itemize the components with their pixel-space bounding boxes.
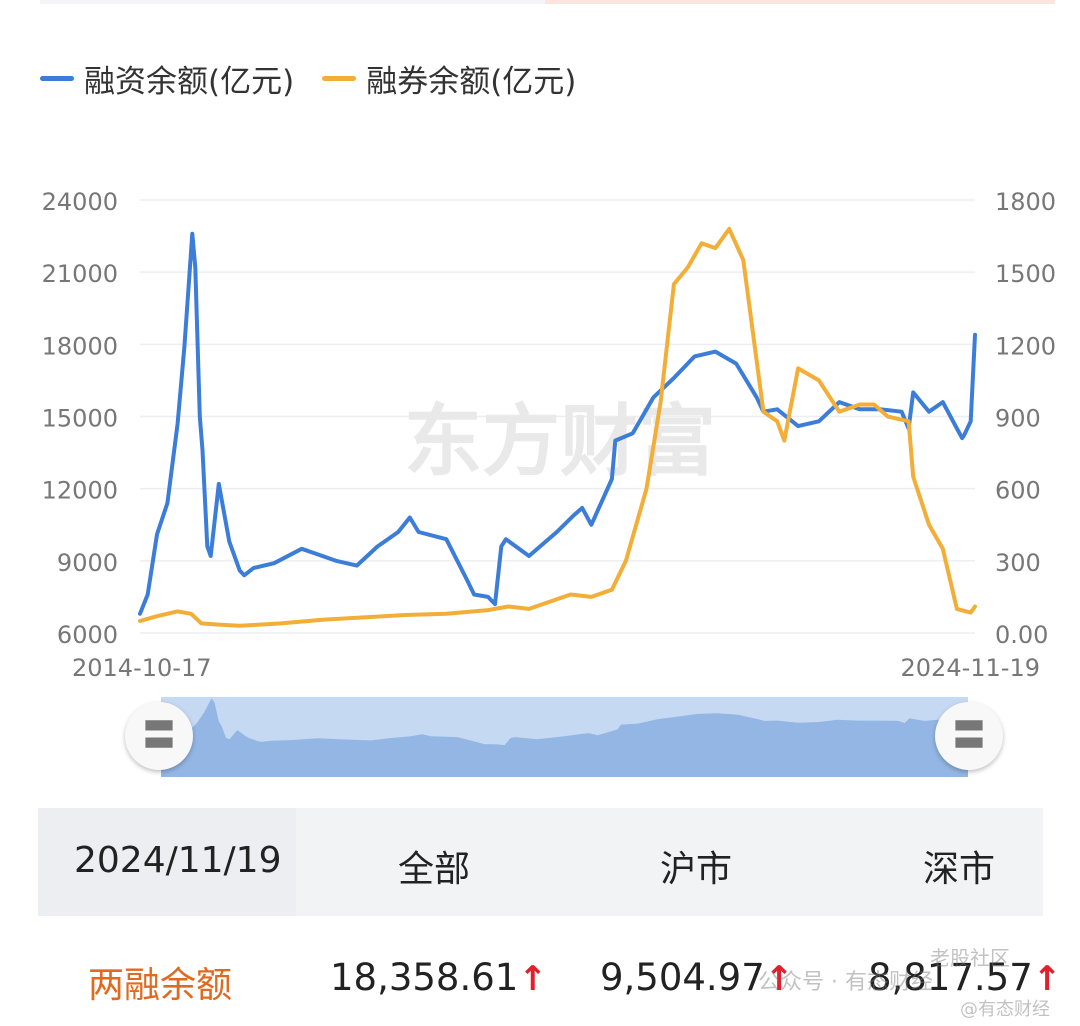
- legend-label-short-selling: 融券余额(亿元): [366, 63, 577, 100]
- y-tick-label-right: 1200: [995, 332, 1056, 360]
- y-tick-label-right: 1800: [995, 188, 1056, 216]
- y-tick-label-left: 24000: [42, 188, 118, 216]
- y-tick-label-left: 12000: [42, 477, 118, 505]
- header-all[interactable]: 全部: [398, 849, 471, 890]
- y-tick-label-left: 21000: [42, 260, 118, 288]
- series-line-margin-financing: [138, 231, 977, 616]
- top-strip-accent: [545, 0, 1055, 4]
- up-arrow-icon: ↑: [518, 959, 547, 999]
- y-tick-label-left: 6000: [57, 621, 118, 649]
- y-tick-label-right: 300: [995, 549, 1041, 577]
- slider-overview: [161, 698, 969, 777]
- up-arrow-icon: ↑: [764, 959, 794, 999]
- table-date: 2024/11/19: [74, 840, 282, 881]
- wechat-watermark: 公众号 · 有态财经: [758, 970, 933, 995]
- legend-line-short-selling: [322, 75, 357, 81]
- x-tick-label-start: 2014-10-17: [72, 654, 211, 682]
- y-tick-label-right: 600: [995, 477, 1041, 505]
- y-tick-label-right: 1500: [995, 260, 1056, 288]
- table-header-row: 2024/11/19 全部 沪市 深市: [38, 808, 1043, 916]
- value-all-text: 18,358.61: [330, 956, 519, 999]
- header-shenzhen[interactable]: 深市: [923, 849, 996, 890]
- community-watermark: 老股社区: [930, 946, 1010, 970]
- grip-lines-icon: 〓: [142, 716, 176, 756]
- x-tick-label-end: 2024-11-19: [901, 654, 1040, 682]
- slider-left-handle[interactable]: 〓: [125, 702, 193, 770]
- watermark-text: 东方财富: [404, 397, 716, 487]
- legend-label-margin-financing: 融资余额(亿元): [84, 63, 295, 100]
- y-tick-label-left: 9000: [57, 549, 118, 577]
- row-label-margin-balance: 两融余额: [88, 965, 233, 1006]
- range-slider[interactable]: 〓 〓: [125, 697, 1005, 777]
- legend-item-short-selling[interactable]: 融券余额(亿元): [322, 56, 576, 101]
- margin-balance-chart[interactable]: 24000 1800 21000 1500 18000 1200 15000 900 12000…: [0, 150, 1080, 690]
- margin-summary-table: 2024/11/19 全部 沪市 深市 两融余额 18,358.61↑ 9,50…: [38, 808, 1061, 1026]
- y-tick-label-right: 0.00: [995, 621, 1048, 649]
- up-arrow-icon: ↑: [1032, 959, 1062, 999]
- slider-right-handle[interactable]: 〓: [935, 702, 1003, 770]
- top-strip: [40, 0, 1040, 4]
- value-shenzhen: 8,817.57↑: [868, 956, 1061, 999]
- legend-item-margin-financing[interactable]: 融资余额(亿元): [40, 56, 294, 101]
- value-shenzhen-text: 8,817.57: [868, 956, 1033, 999]
- overview-area: [161, 698, 969, 777]
- handle-watermark: @有态财经: [960, 999, 1050, 1020]
- value-all: 18,358.61↑: [330, 956, 547, 999]
- chart-legend: 融资余额(亿元) 融券余额(亿元): [40, 56, 604, 100]
- table-row: 两融余额 18,358.61↑ 9,504.97↑ 8,817.57↑: [38, 916, 1061, 1026]
- grip-lines-icon: 〓: [952, 716, 986, 756]
- value-shanghai: 9,504.97↑: [600, 956, 793, 999]
- slider-track: [161, 697, 969, 777]
- header-shanghai[interactable]: 沪市: [660, 849, 733, 890]
- y-tick-label-left: 15000: [42, 405, 118, 433]
- date-header-cell: [38, 808, 296, 916]
- legend-line-margin-financing: [40, 75, 74, 81]
- value-shanghai-text: 9,504.97: [600, 956, 765, 999]
- series-line-short-selling: [138, 226, 977, 628]
- y-tick-label-left: 18000: [42, 332, 118, 360]
- y-tick-label-right: 900: [995, 405, 1041, 433]
